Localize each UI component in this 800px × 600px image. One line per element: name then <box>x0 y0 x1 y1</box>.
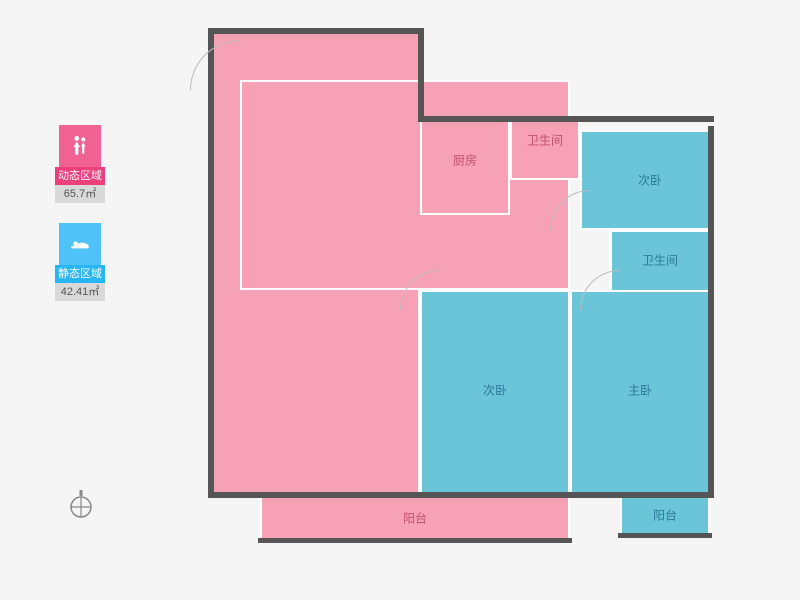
room-bath1 <box>510 120 580 180</box>
legend-value-dynamic: 65.7㎡ <box>55 185 105 203</box>
legend-label-dynamic: 动态区域 <box>55 167 105 185</box>
room-label-bath1: 卫生间 <box>527 132 563 149</box>
legend-value-static: 42.41㎡ <box>55 283 105 301</box>
room-label-bed2b: 次卧 <box>483 382 507 399</box>
wall <box>258 538 572 543</box>
wall <box>418 116 714 122</box>
compass-icon <box>68 490 94 516</box>
sleep-icon <box>59 223 101 265</box>
legend: 动态区域 65.7㎡ 静态区域 42.41㎡ <box>55 125 105 321</box>
wall <box>708 126 714 498</box>
legend-label-static: 静态区域 <box>55 265 105 283</box>
wall <box>618 533 712 538</box>
legend-item-dynamic: 动态区域 65.7㎡ <box>55 125 105 203</box>
room-label-kitchen: 厨房 <box>453 152 477 169</box>
room-label-balcony1: 阳台 <box>403 510 427 527</box>
wall <box>208 28 214 498</box>
people-icon <box>59 125 101 167</box>
room-label-bed1: 主卧 <box>628 382 652 399</box>
room-living2 <box>240 80 570 290</box>
wall <box>418 28 424 120</box>
floorplan: 客餐厅厨房卫生间次卧卫生间次卧主卧阳台阳台 <box>180 30 740 570</box>
room-label-bed2a: 次卧 <box>638 172 662 189</box>
room-label-bath2: 卫生间 <box>642 252 678 269</box>
wall <box>208 492 714 498</box>
room-label-balcony2: 阳台 <box>653 507 677 524</box>
wall <box>208 28 422 34</box>
legend-item-static: 静态区域 42.41㎡ <box>55 223 105 301</box>
